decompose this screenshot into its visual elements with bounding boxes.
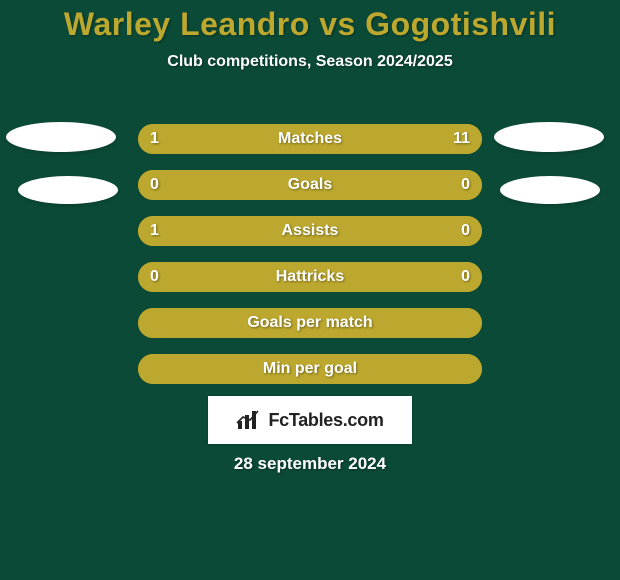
stat-bar-left-value: 1	[150, 124, 159, 154]
stat-bar-right-fill	[406, 216, 482, 246]
fctables-logo-text: FcTables.com	[268, 410, 383, 431]
stat-bar-right-value: 0	[461, 170, 470, 200]
oval-top-left	[6, 122, 116, 152]
stat-bar-left-fill	[138, 216, 406, 246]
stat-bar-left-value: 0	[150, 262, 159, 292]
bar-chart-icon	[236, 409, 262, 431]
comparison-bars: 111Matches00Goals10Assists00HattricksGoa…	[138, 124, 482, 400]
stat-bar-right-fill	[310, 262, 482, 292]
stat-bar-left-fill	[138, 308, 482, 338]
stat-bar-right-fill	[310, 170, 482, 200]
stat-bar: 111Matches	[138, 124, 482, 154]
stat-bar-left-fill	[138, 124, 200, 154]
stat-bar: 10Assists	[138, 216, 482, 246]
stat-bar: Goals per match	[138, 308, 482, 338]
fctables-logo: FcTables.com	[208, 396, 412, 444]
stat-bar-left-value: 1	[150, 216, 159, 246]
stat-bar-left-fill	[138, 354, 482, 384]
oval-bot-left	[18, 176, 118, 204]
stat-bar-right-value: 0	[461, 216, 470, 246]
stat-bar-right-fill	[200, 124, 482, 154]
date-label: 28 september 2024	[0, 454, 620, 474]
stat-bar-left-value: 0	[150, 170, 159, 200]
comparison-infographic: Warley Leandro vs Gogotishvili Club comp…	[0, 0, 620, 580]
stat-bar-left-fill	[138, 170, 310, 200]
stat-bar: 00Goals	[138, 170, 482, 200]
oval-bot-right	[500, 176, 600, 204]
subtitle: Club competitions, Season 2024/2025	[0, 53, 620, 71]
oval-top-right	[494, 122, 604, 152]
stat-bar-left-fill	[138, 262, 310, 292]
page-title: Warley Leandro vs Gogotishvili	[0, 0, 620, 43]
stat-bar-right-value: 0	[461, 262, 470, 292]
stat-bar-right-value: 11	[453, 124, 470, 154]
stat-bar: Min per goal	[138, 354, 482, 384]
stat-bar: 00Hattricks	[138, 262, 482, 292]
